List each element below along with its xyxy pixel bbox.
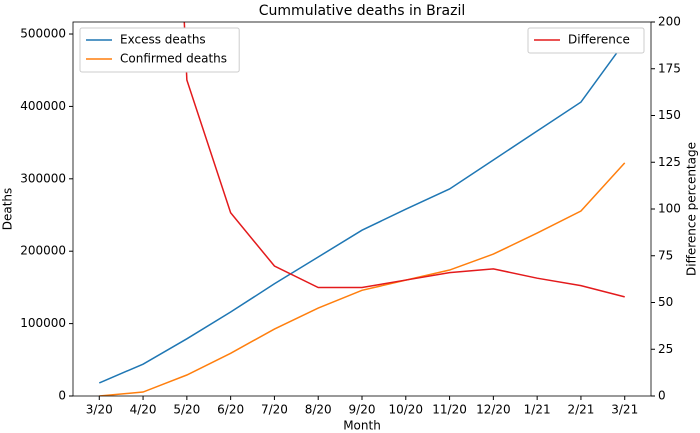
y2-tick-label: 25 xyxy=(658,342,673,356)
x-tick-label: 3/20 xyxy=(86,403,113,417)
x-tick-label: 9/20 xyxy=(349,403,376,417)
x-tick-label: 7/20 xyxy=(261,403,288,417)
plot-area xyxy=(98,22,626,396)
series-line xyxy=(183,22,625,298)
x-tick-label: 3/21 xyxy=(611,403,638,417)
y2-tick-label: 0 xyxy=(658,389,666,403)
y-axis-label: Deaths xyxy=(1,188,15,231)
y-tick-label: 0 xyxy=(58,389,66,403)
legend-label: Difference xyxy=(568,33,630,47)
y2-axis-label: Difference percentage xyxy=(685,142,699,276)
legend-box xyxy=(79,27,240,73)
x-tick-label: 6/20 xyxy=(217,403,244,417)
series-line xyxy=(99,162,626,396)
y2-tick-label: 175 xyxy=(658,61,681,75)
x-tick-label: 10/20 xyxy=(388,403,423,417)
y-tick-label: 100000 xyxy=(20,316,66,330)
y-tick-label: 300000 xyxy=(20,171,66,185)
x-tick-label: 11/20 xyxy=(432,403,467,417)
y2-tick-label: 100 xyxy=(658,202,681,216)
y2-tick-label: 75 xyxy=(658,248,673,262)
y2-tick-label: 150 xyxy=(658,108,681,122)
x-tick-label: 4/20 xyxy=(130,403,157,417)
y2-tick-label: 125 xyxy=(658,155,681,169)
y2-tick-label: 200 xyxy=(658,15,681,29)
y2-tick-label: 50 xyxy=(658,295,673,309)
legend-box xyxy=(527,27,645,54)
y-tick-label: 500000 xyxy=(20,27,66,41)
plot-frame xyxy=(72,21,652,397)
x-tick-label: 2/21 xyxy=(567,403,594,417)
y-tick-label: 200000 xyxy=(20,244,66,258)
chart-title: Cummulative deaths in Brazil xyxy=(259,3,465,19)
legend-label: Excess deaths xyxy=(120,33,206,47)
x-tick-label: 5/20 xyxy=(173,403,200,417)
x-axis-label: Month xyxy=(343,419,381,433)
series-line xyxy=(98,41,626,384)
y-tick-label: 400000 xyxy=(20,99,66,113)
x-tick-label: 1/21 xyxy=(524,403,551,417)
legend-label: Confirmed deaths xyxy=(120,52,227,66)
x-tick-label: 8/20 xyxy=(305,403,332,417)
x-tick-label: 12/20 xyxy=(476,403,511,417)
